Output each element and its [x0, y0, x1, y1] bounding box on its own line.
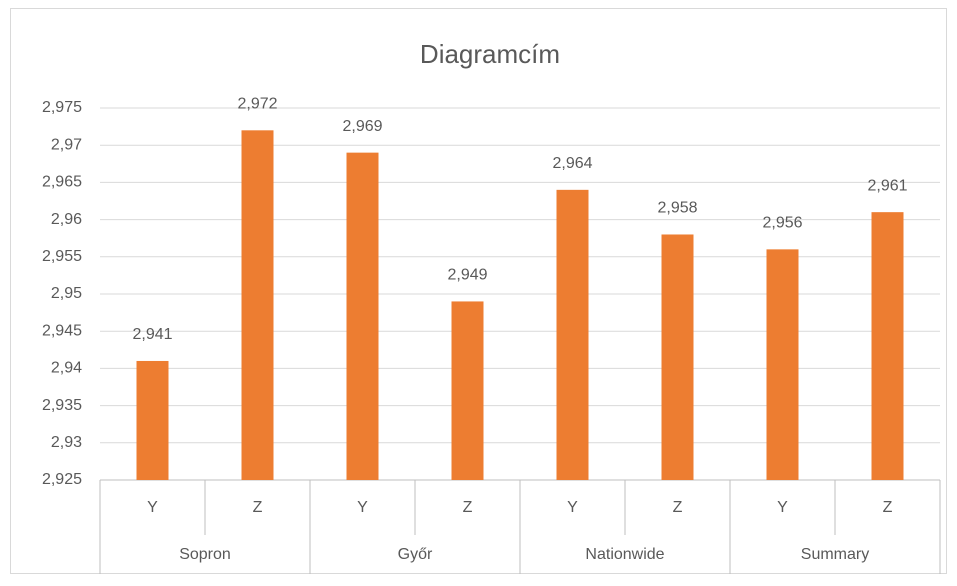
x-tick-label: Y	[567, 499, 578, 516]
x-tick-label: Y	[357, 499, 368, 516]
bar	[136, 360, 169, 480]
y-tick-label: 2,965	[42, 174, 82, 191]
group-label: Sopron	[179, 546, 231, 563]
y-tick-label: 2,955	[42, 248, 82, 265]
x-tick-label: Z	[253, 499, 263, 516]
y-tick-label: 2,94	[51, 360, 82, 377]
bar	[451, 301, 484, 480]
data-label: 2,956	[762, 215, 802, 232]
bar	[766, 249, 799, 480]
y-tick-label: 2,95	[51, 285, 82, 302]
y-tick-label: 2,925	[42, 471, 82, 488]
bar	[661, 234, 694, 480]
x-tick-label: Y	[147, 499, 158, 516]
group-label: Győr	[398, 546, 433, 563]
y-tick-label: 2,975	[42, 99, 82, 116]
data-label: 2,964	[552, 155, 592, 172]
y-tick-label: 2,93	[51, 434, 82, 451]
data-label: 2,961	[867, 177, 907, 194]
y-tick-label: 2,97	[51, 136, 82, 153]
bar	[556, 189, 589, 480]
x-tick-label: Z	[673, 499, 683, 516]
data-label: 2,958	[657, 200, 697, 217]
chart-frame	[10, 8, 947, 574]
chart-title: Diagramcím	[420, 39, 560, 69]
x-tick-label: Y	[777, 499, 788, 516]
bar	[346, 152, 379, 480]
data-label: 2,969	[342, 118, 382, 135]
bar	[241, 130, 274, 480]
data-label: 2,941	[132, 326, 172, 343]
group-label: Nationwide	[585, 546, 664, 563]
group-label: Summary	[801, 546, 869, 563]
x-tick-label: Z	[883, 499, 893, 516]
y-tick-label: 2,935	[42, 397, 82, 414]
data-label: 2,949	[447, 267, 487, 284]
y-tick-label: 2,945	[42, 322, 82, 339]
bar	[871, 212, 904, 480]
x-tick-label: Z	[463, 499, 473, 516]
data-label: 2,972	[237, 96, 277, 113]
y-tick-label: 2,96	[51, 211, 82, 228]
